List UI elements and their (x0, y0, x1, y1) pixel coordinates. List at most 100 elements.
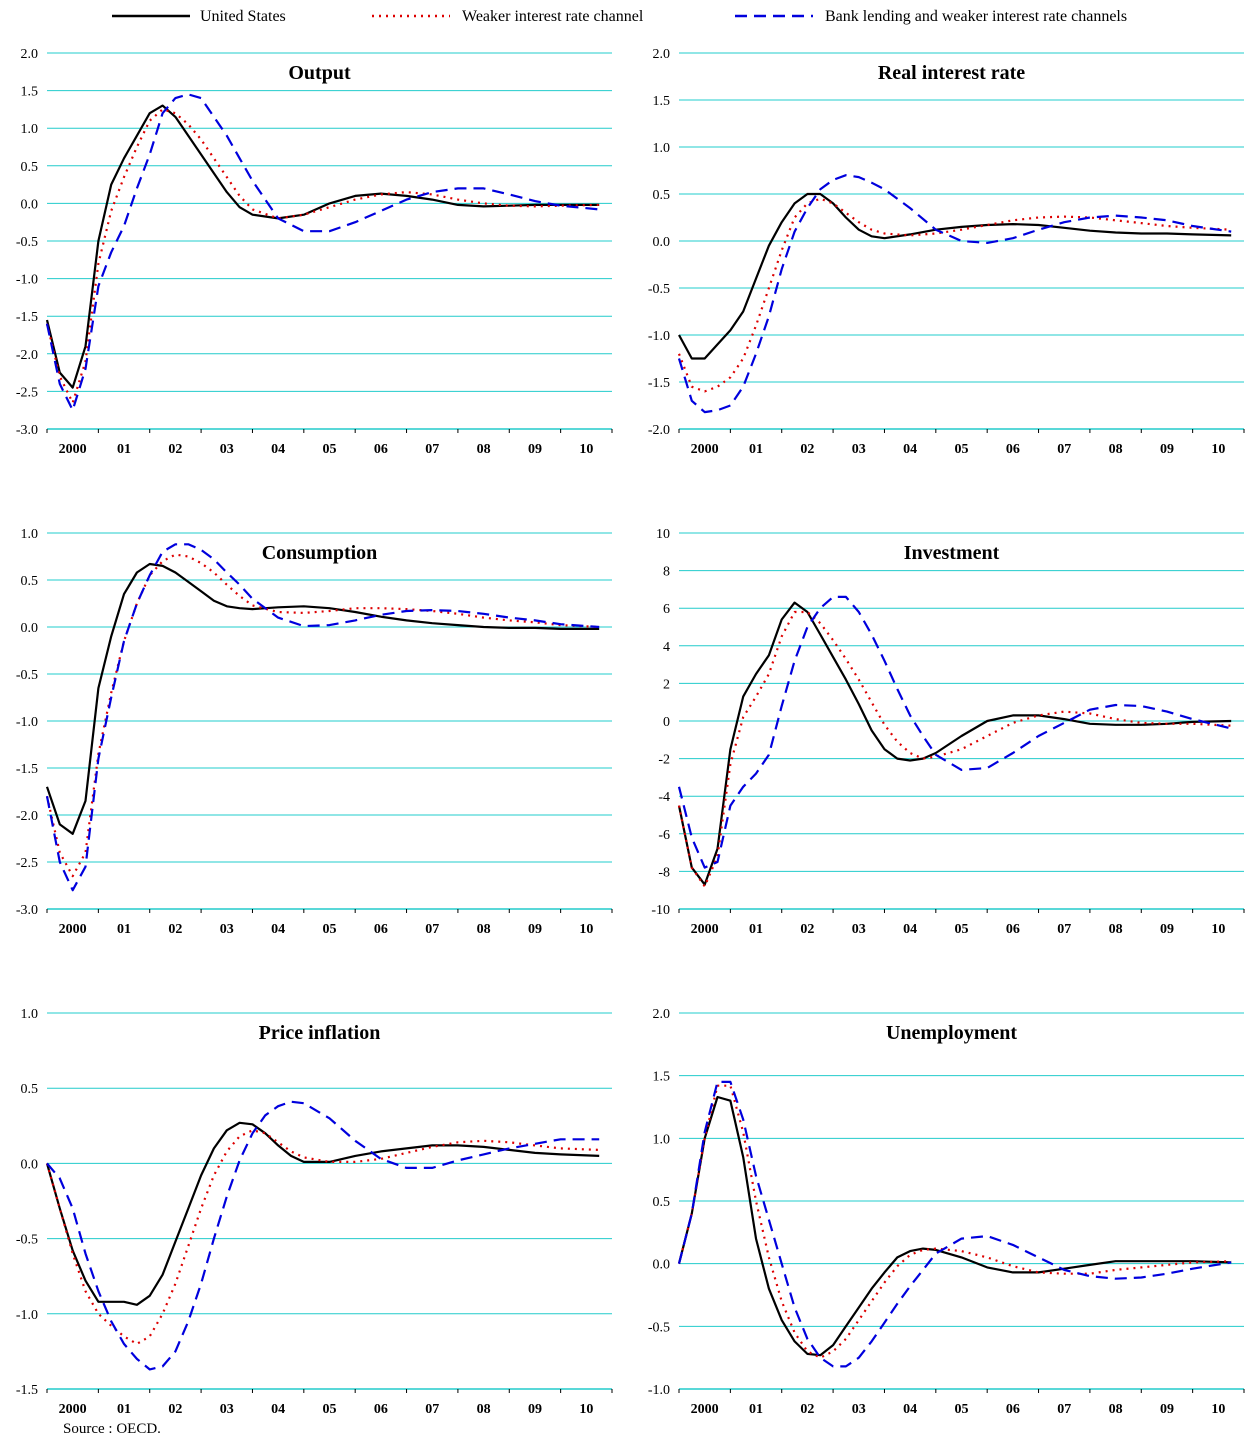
series-line-bank-lending-and-weaker-interest-rate-channels (45, 93, 600, 412)
y-tick-label: 2.0 (21, 47, 39, 62)
x-tick-label: 04 (903, 442, 917, 457)
x-tick-label: 08 (1109, 442, 1123, 457)
y-tick-label: -2.0 (16, 809, 38, 824)
legend-label-united-states: United States (200, 8, 286, 25)
series-line-weaker-interest-rate-channel (45, 108, 600, 404)
y-tick-label: 1.5 (653, 1070, 671, 1085)
x-tick-label: 04 (271, 1402, 285, 1417)
series-line-weaker-interest-rate-channel (45, 553, 600, 878)
x-tick-label: 06 (374, 922, 388, 937)
y-tick-label: 0.5 (653, 188, 671, 203)
x-tick-label: 09 (1160, 442, 1174, 457)
y-tick-label: 1.0 (653, 141, 671, 156)
x-tick-label: 06 (374, 1402, 388, 1417)
chart-legend: United States Weaker interest rate channe… (112, 8, 1127, 25)
series-line-united-states (45, 562, 600, 835)
y-tick-label: -3.0 (16, 423, 38, 438)
x-tick-label: 10 (1211, 922, 1225, 937)
x-tick-label: 2000 (59, 442, 87, 457)
y-tick-label: 1.0 (21, 1007, 39, 1022)
y-tick-label: -1.0 (648, 1383, 670, 1398)
y-tick-label: 0.5 (653, 1195, 671, 1210)
y-tick-label: 0.0 (653, 1258, 671, 1273)
series-line-united-states (677, 601, 1232, 886)
y-tick-label: 10 (656, 527, 670, 542)
x-tick-label: 06 (1006, 442, 1020, 457)
y-tick-label: 0.5 (21, 574, 39, 589)
y-tick-label: 0 (663, 715, 670, 730)
x-tick-label: 02 (800, 922, 814, 937)
y-tick-label: 4 (663, 640, 670, 655)
x-tick-label: 03 (852, 922, 866, 937)
x-tick-label: 04 (903, 922, 917, 937)
x-tick-label: 07 (1057, 1402, 1071, 1417)
y-tick-label: -2.0 (16, 348, 38, 363)
series-line-united-states (45, 1121, 600, 1306)
y-tick-label: -1.0 (648, 329, 670, 344)
x-tick-label: 03 (852, 1402, 866, 1417)
chart-title: Real interest rate (878, 62, 1025, 84)
series-line-weaker-interest-rate-channel (677, 1084, 1232, 1359)
y-tick-label: 0.0 (21, 621, 39, 636)
x-tick-label: 04 (903, 1402, 917, 1417)
y-tick-label: -2 (658, 753, 670, 768)
x-tick-label: 09 (1160, 922, 1174, 937)
y-tick-label: 6 (663, 602, 670, 617)
y-tick-label: 2.0 (653, 1007, 671, 1022)
x-tick-label: 2000 (59, 922, 87, 937)
y-tick-label: -0.5 (16, 235, 38, 250)
y-tick-label: -0.5 (16, 668, 38, 683)
x-tick-label: 07 (425, 922, 439, 937)
x-tick-label: 05 (955, 922, 969, 937)
x-tick-label: 06 (1006, 922, 1020, 937)
x-tick-label: 07 (425, 1402, 439, 1417)
y-tick-label: -1.0 (16, 273, 38, 288)
chart-panel-investment: 10 8 6 4 2 0 -2 -4 -6 -8 -10 2000 01 02 03 04 05 06 07 08 09… (651, 527, 1245, 937)
x-tick-label: 01 (749, 442, 763, 457)
x-tick-label: 07 (1057, 922, 1071, 937)
x-tick-label: 10 (579, 442, 593, 457)
y-tick-label: -1.0 (16, 1308, 38, 1323)
chart-panel-real-interest-rate: 2.0 1.5 1.0 0.5 0.0 -0.5 -1.0 -1.5 -2.0 2000 01 02 0… (648, 47, 1245, 457)
chart-title: Investment (904, 542, 1000, 564)
series-line-weaker-interest-rate-channel (677, 197, 1232, 393)
x-tick-label: 09 (1160, 1402, 1174, 1417)
y-tick-label: -1.5 (16, 1383, 38, 1398)
x-tick-label: 05 (323, 442, 337, 457)
x-tick-label: 10 (579, 1402, 593, 1417)
y-tick-label: 0.0 (21, 197, 39, 212)
y-tick-label: 2.0 (653, 47, 671, 62)
x-tick-label: 08 (477, 922, 491, 937)
y-tick-label: 0.5 (21, 160, 39, 175)
x-tick-label: 08 (1109, 922, 1123, 937)
x-tick-label: 01 (749, 922, 763, 937)
chart-panel-output: 2.0 1.5 1.0 0.5 0.0 -0.5 -1.0 -1.5 -2.0 -2.5 -3.0 2… (16, 47, 613, 457)
x-tick-label: 2000 (59, 1402, 87, 1417)
x-tick-label: 01 (749, 1402, 763, 1417)
legend-label-bank-lending-and-weaker-interest-rate-channels: Bank lending and weaker interest rate ch… (825, 8, 1127, 25)
y-tick-label: 0.0 (653, 235, 671, 250)
chart-title: Unemployment (886, 1022, 1017, 1044)
chart-title: Output (288, 62, 351, 84)
x-tick-label: 05 (323, 922, 337, 937)
x-tick-label: 05 (955, 442, 969, 457)
y-tick-label: 1.0 (653, 1132, 671, 1147)
y-tick-label: -10 (651, 903, 670, 918)
x-tick-label: 01 (117, 442, 131, 457)
y-tick-label: -4 (658, 790, 670, 805)
x-tick-label: 10 (1211, 1402, 1225, 1417)
y-tick-label: 1.5 (21, 85, 39, 100)
x-tick-label: 05 (955, 1402, 969, 1417)
x-tick-label: 05 (323, 1402, 337, 1417)
x-tick-label: 04 (271, 922, 285, 937)
source-note: Source : OECD. (63, 1421, 161, 1437)
y-tick-label: -1.5 (16, 762, 38, 777)
x-tick-label: 06 (374, 442, 388, 457)
chart-panel-unemployment: 2.0 1.5 1.0 0.5 0.0 -0.5 -1.0 2000 01 02 03 04 05 06 0… (648, 1007, 1245, 1417)
x-tick-label: 10 (1211, 442, 1225, 457)
x-tick-label: 08 (1109, 1402, 1123, 1417)
y-tick-label: -0.5 (16, 1233, 38, 1248)
x-tick-label: 02 (800, 1402, 814, 1417)
y-tick-label: 0.0 (21, 1157, 39, 1172)
x-tick-label: 07 (1057, 442, 1071, 457)
